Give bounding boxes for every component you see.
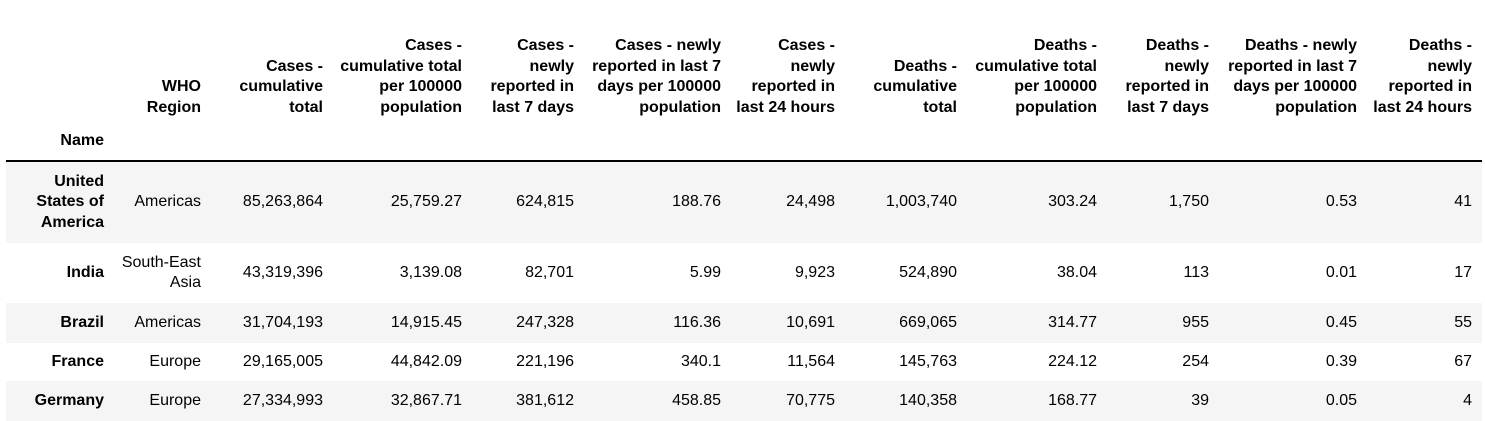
table-cell: 0.45 bbox=[1325, 313, 1357, 331]
index-header-row: Name bbox=[6, 122, 1482, 162]
table-cell: Europe bbox=[149, 391, 201, 409]
table-cell: 41 bbox=[1454, 193, 1472, 211]
table-cell: 85,263,864 bbox=[242, 193, 323, 211]
column-header-deaths-cumulative: Deaths - cumulative total bbox=[873, 57, 957, 116]
table-cell: 31,704,193 bbox=[242, 313, 323, 331]
table-cell: 458.85 bbox=[672, 391, 721, 409]
row-name: France bbox=[51, 352, 104, 370]
table-cell: 44,842.09 bbox=[390, 352, 462, 370]
table-cell: 624,815 bbox=[516, 193, 574, 211]
table-cell: 27,334,993 bbox=[242, 391, 323, 409]
table-cell: 224.12 bbox=[1048, 352, 1097, 370]
table-cell: 1,003,740 bbox=[885, 193, 957, 211]
table-cell: 116.36 bbox=[673, 313, 721, 331]
table-cell: 9,923 bbox=[794, 263, 835, 281]
index-name-header: Name bbox=[6, 122, 114, 162]
table-cell: 3,139.08 bbox=[399, 263, 462, 281]
row-name: Brazil bbox=[60, 313, 104, 331]
table-cell: 0.53 bbox=[1325, 193, 1357, 211]
column-header-cases-24-hours: Cases - newly reported in last 24 hours bbox=[736, 37, 835, 116]
table-cell: 67 bbox=[1454, 352, 1472, 370]
row-name: India bbox=[66, 263, 104, 281]
table-row: United States of America Americas 85,263… bbox=[6, 161, 1482, 243]
table-cell: 70,775 bbox=[786, 391, 835, 409]
table-cell: 55 bbox=[1454, 313, 1472, 331]
column-header-cases-cumulative: Cases - cumulative total bbox=[239, 57, 323, 116]
table-cell: 14,915.45 bbox=[390, 313, 462, 331]
table-cell: 955 bbox=[1182, 313, 1209, 331]
table-row: Germany Europe 27,334,993 32,867.71 381,… bbox=[6, 381, 1482, 421]
column-header-deaths-7-days: Deaths - newly reported in last 7 days bbox=[1125, 37, 1209, 116]
column-header-cases-7-days-per-100k: Cases - newly reported in last 7 days pe… bbox=[592, 37, 721, 116]
table-cell: 43,319,396 bbox=[242, 263, 323, 281]
column-header-deaths-24-hours: Deaths - newly reported in last 24 hours bbox=[1373, 37, 1472, 116]
table-cell: 303.24 bbox=[1048, 193, 1097, 211]
table-row: Brazil Americas 31,704,193 14,915.45 247… bbox=[6, 303, 1482, 343]
table-cell: Americas bbox=[134, 193, 201, 211]
table-row: India South-East Asia 43,319,396 3,139.0… bbox=[6, 243, 1482, 303]
table-cell: 39 bbox=[1191, 391, 1209, 409]
column-header-row: WHO Region Cases - cumulative total Case… bbox=[6, 0, 1482, 122]
column-header-deaths-cumulative-per-100k: Deaths - cumulative total per 100000 pop… bbox=[975, 37, 1097, 116]
table-cell: 340.1 bbox=[680, 352, 721, 370]
table-cell: 221,196 bbox=[516, 352, 574, 370]
table-cell: 247,328 bbox=[516, 313, 574, 331]
table-cell: 82,701 bbox=[525, 263, 574, 281]
table-row: France Europe 29,165,005 44,842.09 221,1… bbox=[6, 343, 1482, 381]
table-cell: 25,759.27 bbox=[390, 193, 462, 211]
table-cell: 38.04 bbox=[1056, 263, 1097, 281]
table-cell: 0.39 bbox=[1325, 352, 1357, 370]
row-name: United States of America bbox=[36, 172, 104, 231]
table-cell: 113 bbox=[1183, 263, 1209, 281]
column-header-deaths-7-days-per-100k: Deaths - newly reported in last 7 days p… bbox=[1228, 37, 1357, 116]
table-cell: 140,358 bbox=[899, 391, 957, 409]
table-cell: 0.01 bbox=[1325, 263, 1357, 281]
table-cell: 24,498 bbox=[786, 193, 835, 211]
table-cell: 669,065 bbox=[899, 313, 957, 331]
table-cell: 5.99 bbox=[689, 263, 721, 281]
table-cell: 4 bbox=[1463, 391, 1472, 409]
table-cell: 17 bbox=[1454, 263, 1472, 281]
table-cell: South-East Asia bbox=[121, 253, 201, 292]
table-cell: 10,691 bbox=[786, 313, 835, 331]
table-cell: 254 bbox=[1182, 352, 1209, 370]
table-cell: 32,867.71 bbox=[390, 391, 462, 409]
table-cell: 188.76 bbox=[672, 193, 721, 211]
table-cell: 145,763 bbox=[899, 352, 957, 370]
row-name: Germany bbox=[34, 391, 104, 409]
table-cell: 524,890 bbox=[899, 263, 957, 281]
table-cell: 0.05 bbox=[1325, 391, 1357, 409]
table-cell: 314.77 bbox=[1048, 313, 1097, 331]
column-header-who-region: WHO Region bbox=[146, 78, 201, 116]
table-cell: 381,612 bbox=[516, 391, 574, 409]
table-cell: 1,750 bbox=[1168, 193, 1209, 211]
table-cell: 29,165,005 bbox=[242, 352, 323, 370]
table-cell: Europe bbox=[149, 352, 201, 370]
column-header-cases-cumulative-per-100k: Cases - cumulative total per 100000 popu… bbox=[340, 37, 462, 116]
header-corner bbox=[6, 0, 114, 122]
column-header-cases-7-days: Cases - newly reported in last 7 days bbox=[490, 37, 574, 116]
table-cell: Americas bbox=[134, 313, 201, 331]
table-cell: 168.77 bbox=[1048, 391, 1097, 409]
table-cell: 11,564 bbox=[787, 352, 835, 370]
data-table: WHO Region Cases - cumulative total Case… bbox=[6, 0, 1482, 421]
